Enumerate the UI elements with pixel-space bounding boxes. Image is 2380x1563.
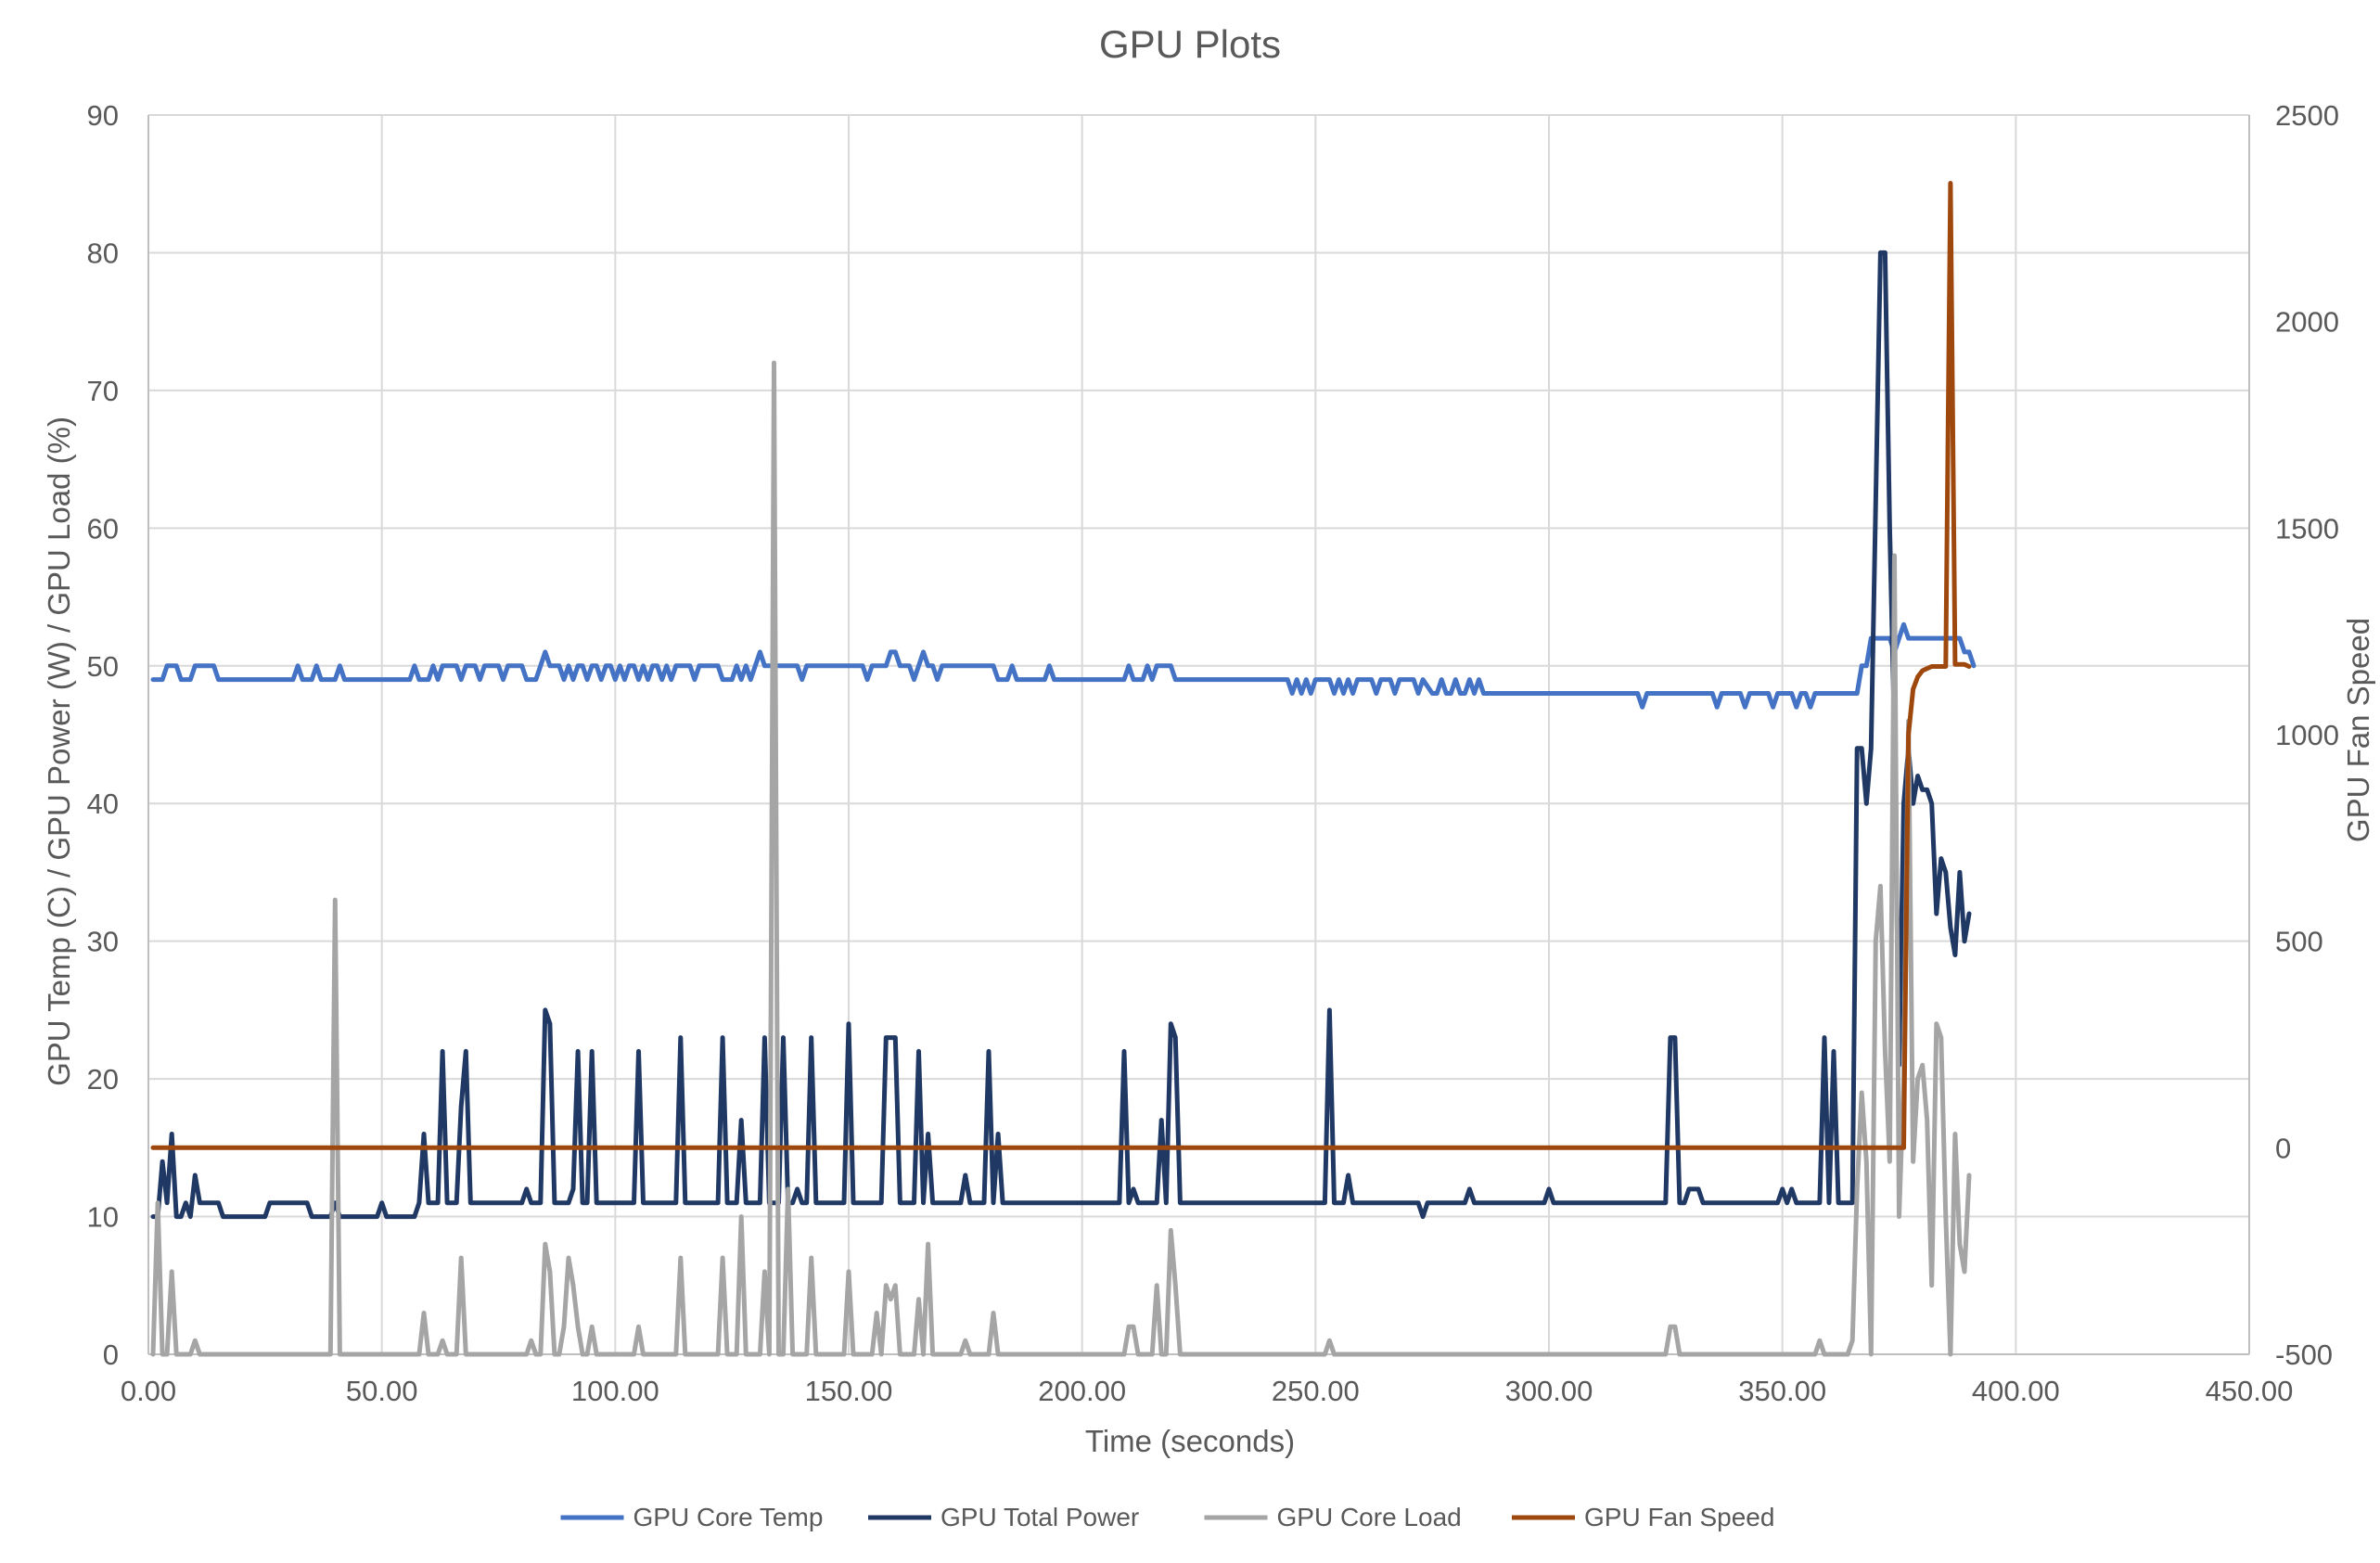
x-tick-label: 150.00 xyxy=(805,1375,893,1407)
x-tick-label: 350.00 xyxy=(1738,1375,1826,1407)
legend-item: GPU Core Temp xyxy=(560,1503,824,1531)
legend-item: GPU Fan Speed xyxy=(1512,1503,1774,1531)
series-line-gpu-total-power xyxy=(150,250,1972,1220)
y-tick-label: 10 xyxy=(87,1201,119,1234)
legend-item: GPU Core Load xyxy=(1204,1503,1462,1531)
y-tick-label: 40 xyxy=(87,788,119,820)
legend-item: GPU Total Power xyxy=(868,1503,1139,1531)
series-line-gpu-core-temp xyxy=(150,621,1977,710)
y2-axis-title: GPU Fan Speed xyxy=(2341,618,2375,842)
y2-tick-label: 2500 xyxy=(2275,99,2339,132)
x-tick-label: 300.00 xyxy=(1505,1375,1593,1407)
x-tick-label: 450.00 xyxy=(2206,1375,2294,1407)
y-tick-label: 60 xyxy=(87,512,119,544)
y-tick-label: 90 xyxy=(87,99,119,132)
y2-tick-label: 1500 xyxy=(2275,512,2339,544)
y-tick-label: 0 xyxy=(103,1339,119,1371)
x-tick-label: 200.00 xyxy=(1038,1375,1126,1407)
legend-label: GPU Core Temp xyxy=(633,1503,824,1531)
y-tick-label: 20 xyxy=(87,1063,119,1095)
y2-tick-label: 2000 xyxy=(2275,306,2339,339)
legend-label: GPU Fan Speed xyxy=(1584,1503,1774,1531)
x-axis-title: Time (seconds) xyxy=(1085,1424,1295,1458)
y-tick-label: 30 xyxy=(87,926,119,958)
y-tick-label: 80 xyxy=(87,237,119,269)
legend-label: GPU Total Power xyxy=(940,1503,1139,1531)
legend-label: GPU Core Load xyxy=(1277,1503,1462,1531)
chart-title: GPU Plots xyxy=(1099,22,1281,66)
y2-tick-label: 1000 xyxy=(2275,719,2339,751)
x-tick-label: 250.00 xyxy=(1272,1375,1360,1407)
tick-labels: 0 10 20 30 40 50 60 70 80 90 0.00 50.00 100.00 150.00… xyxy=(87,99,2339,1407)
series-lines xyxy=(150,181,1977,1357)
series-line-gpu-fan-speed xyxy=(150,181,1972,1150)
x-tick-label: 100.00 xyxy=(571,1375,659,1407)
legend: GPU Core Temp GPU Total Power GPU Core Loa… xyxy=(560,1503,1774,1531)
y2-tick-label: 0 xyxy=(2275,1132,2291,1164)
y-tick-label: 50 xyxy=(87,650,119,683)
y2-tick-label: -500 xyxy=(2275,1339,2333,1371)
series-line-gpu-core-load xyxy=(150,360,1972,1357)
y-tick-label: 70 xyxy=(87,375,119,407)
y-axis-title: GPU Temp (C) / GPU Power (W) / GPU Load … xyxy=(42,416,76,1086)
x-tick-label: 0.00 xyxy=(121,1375,176,1407)
x-tick-label: 400.00 xyxy=(1972,1375,2060,1407)
y2-tick-label: 500 xyxy=(2275,926,2323,958)
x-tick-label: 50.00 xyxy=(346,1375,418,1407)
